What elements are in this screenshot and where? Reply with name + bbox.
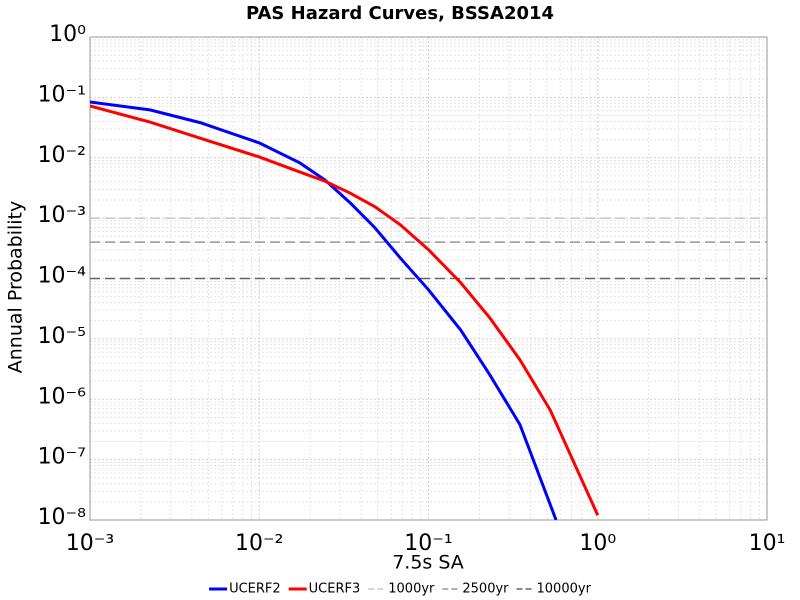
legend: UCERF2 UCERF3 1000yr 2500yr 10000yr bbox=[209, 582, 592, 597]
x-tick-label: 10¹ bbox=[749, 531, 786, 556]
x-tick-label: 10⁻² bbox=[235, 531, 283, 556]
legend-label: 1000yr bbox=[388, 582, 435, 597]
y-tick-label: 10⁻¹ bbox=[38, 82, 86, 107]
y-tick-label: 10⁻³ bbox=[38, 203, 86, 228]
y-axis-label: Annual Probability bbox=[5, 201, 27, 374]
legend-label: UCERF3 bbox=[309, 582, 361, 597]
y-tick-label: 10⁻⁶ bbox=[38, 384, 87, 409]
y-tick-label: 10⁻⁷ bbox=[38, 445, 86, 470]
series-line bbox=[90, 104, 600, 516]
y-tick-label: 10⁻⁵ bbox=[38, 324, 86, 349]
legend-label: 2500yr bbox=[462, 582, 509, 597]
legend-label: UCERF2 bbox=[229, 582, 281, 597]
y-tick-label: 10⁻⁸ bbox=[38, 505, 87, 530]
y-tick-label: 10⁰ bbox=[49, 22, 86, 47]
series-line bbox=[90, 100, 558, 520]
chart-title: PAS Hazard Curves, BSSA2014 bbox=[246, 3, 554, 24]
x-tick-label: 10⁻¹ bbox=[404, 531, 452, 556]
x-tick-label: 10⁰ bbox=[579, 531, 616, 556]
y-tick-label: 10⁻² bbox=[38, 143, 86, 168]
x-tick-label: 10⁻³ bbox=[66, 531, 114, 556]
y-tick-label: 10⁻⁴ bbox=[38, 264, 87, 289]
legend-label: 10000yr bbox=[537, 582, 592, 597]
x-axis-label: 7.5s SA bbox=[392, 552, 464, 574]
